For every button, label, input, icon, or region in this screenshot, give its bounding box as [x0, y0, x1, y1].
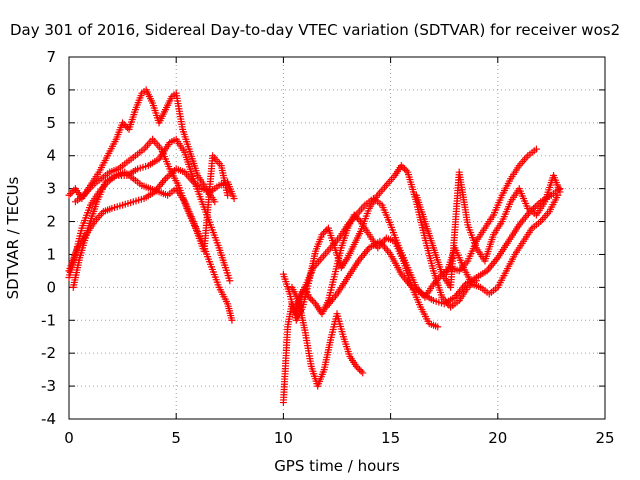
- data-point: [357, 367, 365, 375]
- data-point: [122, 122, 130, 130]
- y-tick-label: -3: [41, 377, 56, 395]
- y-tick-label: -2: [41, 344, 56, 362]
- y-tick-label: 4: [46, 147, 56, 165]
- data-point: [308, 297, 316, 305]
- x-tick-label: 25: [595, 429, 614, 447]
- x-tick-label: 15: [381, 429, 400, 447]
- y-tick-label: -4: [41, 410, 56, 428]
- y-tick-label: 2: [46, 213, 56, 231]
- y-tick-label: 6: [46, 81, 56, 99]
- y-tick-label: 0: [46, 278, 56, 296]
- data-point: [399, 163, 407, 171]
- data-point: [320, 229, 328, 237]
- y-axis-label: SDTVAR / TECUs: [4, 176, 22, 299]
- data-point: [318, 231, 326, 239]
- data-point: [397, 162, 405, 170]
- data-point: [532, 145, 540, 153]
- data-point: [434, 323, 442, 331]
- y-tick-label: 5: [46, 114, 56, 132]
- data-point: [224, 191, 232, 199]
- data-point: [401, 165, 409, 173]
- chart-title: Day 301 of 2016, Sidereal Day-to-day VTE…: [10, 21, 620, 39]
- axis-ticks: [68, 56, 606, 420]
- data-point: [307, 295, 315, 303]
- data-point: [65, 191, 73, 199]
- x-tick-label: 10: [274, 429, 293, 447]
- data-point: [305, 293, 313, 301]
- y-tick-label: -1: [41, 311, 56, 329]
- data-point: [354, 364, 362, 372]
- data-point: [321, 227, 329, 235]
- data-point: [531, 203, 539, 211]
- data-point: [402, 167, 410, 175]
- data-point: [230, 195, 238, 203]
- data-point: [356, 366, 364, 374]
- data-point: [119, 119, 127, 127]
- data-point: [352, 362, 360, 370]
- data-point: [68, 188, 76, 196]
- data-point: [163, 173, 171, 181]
- x-tick-label: 5: [171, 429, 181, 447]
- data-point: [556, 188, 564, 196]
- data-points: [65, 86, 564, 407]
- data-point: [120, 120, 128, 128]
- data-point: [67, 190, 75, 198]
- y-tick-label: 7: [46, 48, 56, 66]
- data-point: [228, 316, 236, 324]
- x-axis-label: GPS time / hours: [274, 457, 400, 475]
- data-point: [359, 369, 367, 377]
- x-tick-label: 0: [64, 429, 74, 447]
- data-point: [226, 277, 234, 285]
- x-tick-label: 20: [488, 429, 507, 447]
- y-tick-label: 1: [46, 245, 56, 263]
- data-point: [211, 198, 219, 206]
- data-point: [310, 298, 318, 306]
- tick-labels: 0 5 10 15 20 25 -4 -3 -2 -1 0 1 2 3 4 5 6 7: [41, 48, 615, 447]
- plot-frame: [68, 56, 606, 420]
- y-tick-label: 3: [46, 180, 56, 198]
- data-point: [355, 216, 363, 224]
